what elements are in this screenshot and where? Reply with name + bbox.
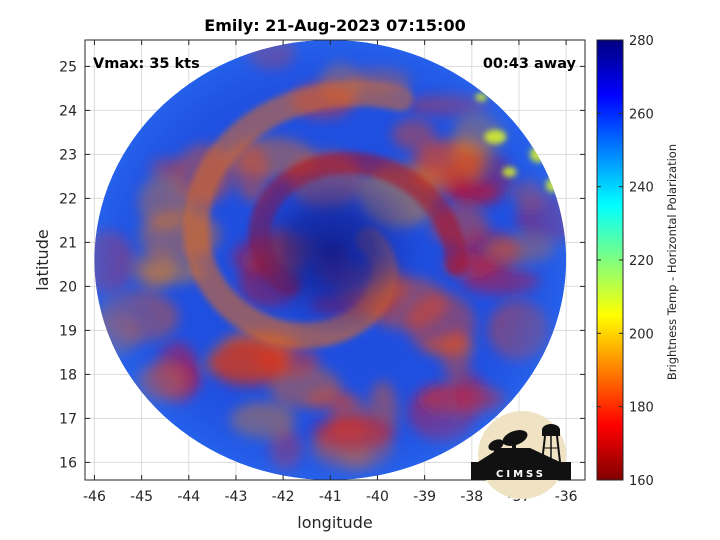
vmax-annotation: Vmax: 35 kts bbox=[93, 56, 200, 72]
colorbar-tick-label: 280 bbox=[629, 34, 654, 49]
y-tick-label: 21 bbox=[59, 235, 77, 251]
x-axis-label: longitude bbox=[297, 513, 372, 532]
x-tick-label: -36 bbox=[555, 489, 578, 505]
y-tick-label: 22 bbox=[59, 191, 77, 207]
x-axis-ticks: -46-45-44-43-42-41-40-39-38-37-36 bbox=[83, 40, 578, 505]
y-tick-label: 17 bbox=[59, 411, 77, 427]
x-tick-label: -42 bbox=[272, 489, 295, 505]
cimss-logo: CIMSS bbox=[471, 411, 571, 499]
clear-patch bbox=[502, 167, 517, 177]
x-tick-label: -41 bbox=[319, 489, 342, 505]
y-tick-label: 24 bbox=[59, 103, 77, 119]
x-tick-label: -39 bbox=[413, 489, 436, 505]
time-away-annotation: 00:43 away bbox=[483, 56, 577, 72]
x-tick-label: -40 bbox=[366, 489, 389, 505]
y-axis-label: latitude bbox=[33, 229, 52, 290]
x-tick-label: -38 bbox=[460, 489, 483, 505]
colorbar-ticks: 160 180 200 220 240 260 280 bbox=[597, 34, 654, 489]
y-tick-label: 19 bbox=[59, 323, 77, 339]
x-tick-label: -44 bbox=[177, 489, 200, 505]
logo-text: CIMSS bbox=[496, 469, 546, 480]
y-tick-label: 20 bbox=[59, 279, 77, 295]
y-tick-label: 18 bbox=[59, 367, 77, 383]
y-axis-ticks: 16 17 18 19 20 21 22 23 24 25 bbox=[59, 59, 585, 471]
x-tick-label: -46 bbox=[83, 489, 106, 505]
colorbar-tick-label: 260 bbox=[629, 107, 654, 122]
y-tick-label: 25 bbox=[59, 59, 77, 75]
colorbar bbox=[596, 39, 624, 481]
y-tick-label: 23 bbox=[59, 147, 77, 163]
axes-box bbox=[84, 39, 586, 481]
clear-patch bbox=[484, 129, 507, 144]
clear-patch bbox=[475, 93, 488, 102]
colorbar-tick-label: 200 bbox=[629, 327, 654, 342]
x-tick-label: -43 bbox=[225, 489, 248, 505]
colorbar-label: Brightness Temp - Horizontal Polarizatio… bbox=[665, 144, 679, 380]
swath-image bbox=[94, 40, 567, 480]
colorbar-tick-label: 180 bbox=[629, 401, 654, 416]
colorbar-tick-label: 160 bbox=[629, 474, 654, 489]
x-tick-label: -45 bbox=[130, 489, 153, 505]
colorbar-tick-label: 240 bbox=[629, 181, 654, 196]
y-tick-label: 16 bbox=[59, 455, 77, 471]
colorbar-tick-label: 220 bbox=[629, 254, 654, 269]
storm-center bbox=[235, 166, 426, 337]
chart-title: Emily: 21-Aug-2023 07:15:00 bbox=[204, 16, 465, 35]
